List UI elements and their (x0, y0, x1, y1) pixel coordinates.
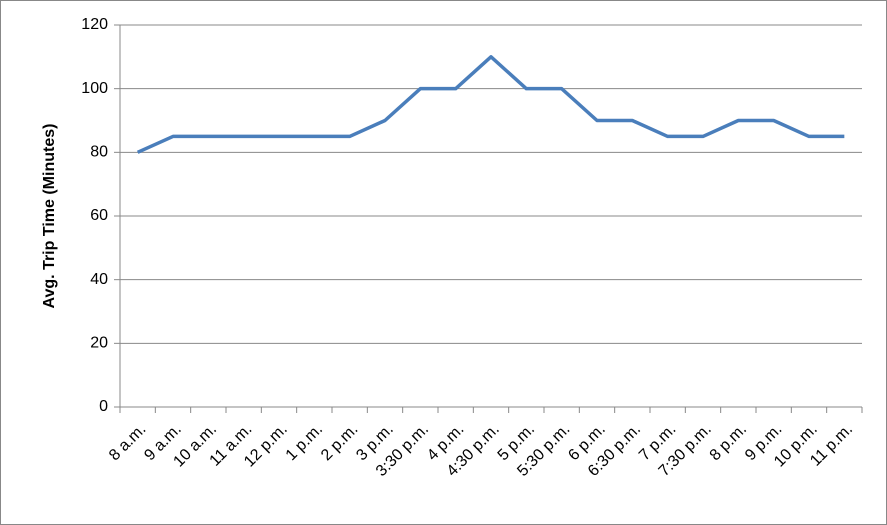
y-tick-label: 40 (90, 271, 108, 288)
y-tick-label: 120 (81, 16, 108, 33)
y-axis-title: Avg. Trip Time (Minutes) (41, 124, 58, 309)
y-tick-label: 80 (90, 144, 108, 161)
y-tick-label: 100 (81, 80, 108, 97)
y-tick-label: 60 (90, 207, 108, 224)
data-line (136, 55, 845, 154)
y-tick-label: 20 (90, 335, 108, 352)
y-tick-label: 0 (99, 398, 108, 415)
